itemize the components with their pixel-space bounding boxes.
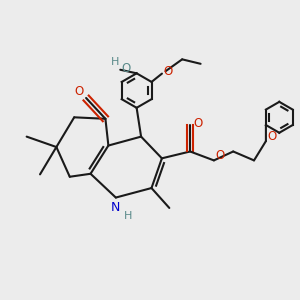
Text: N: N [111, 202, 121, 214]
Text: O: O [163, 65, 172, 78]
Text: H: H [111, 57, 119, 67]
Text: O: O [194, 117, 203, 130]
Text: O: O [121, 62, 130, 75]
Text: H: H [124, 211, 132, 221]
Text: O: O [268, 130, 277, 143]
Text: O: O [215, 148, 224, 162]
Text: O: O [74, 85, 83, 98]
